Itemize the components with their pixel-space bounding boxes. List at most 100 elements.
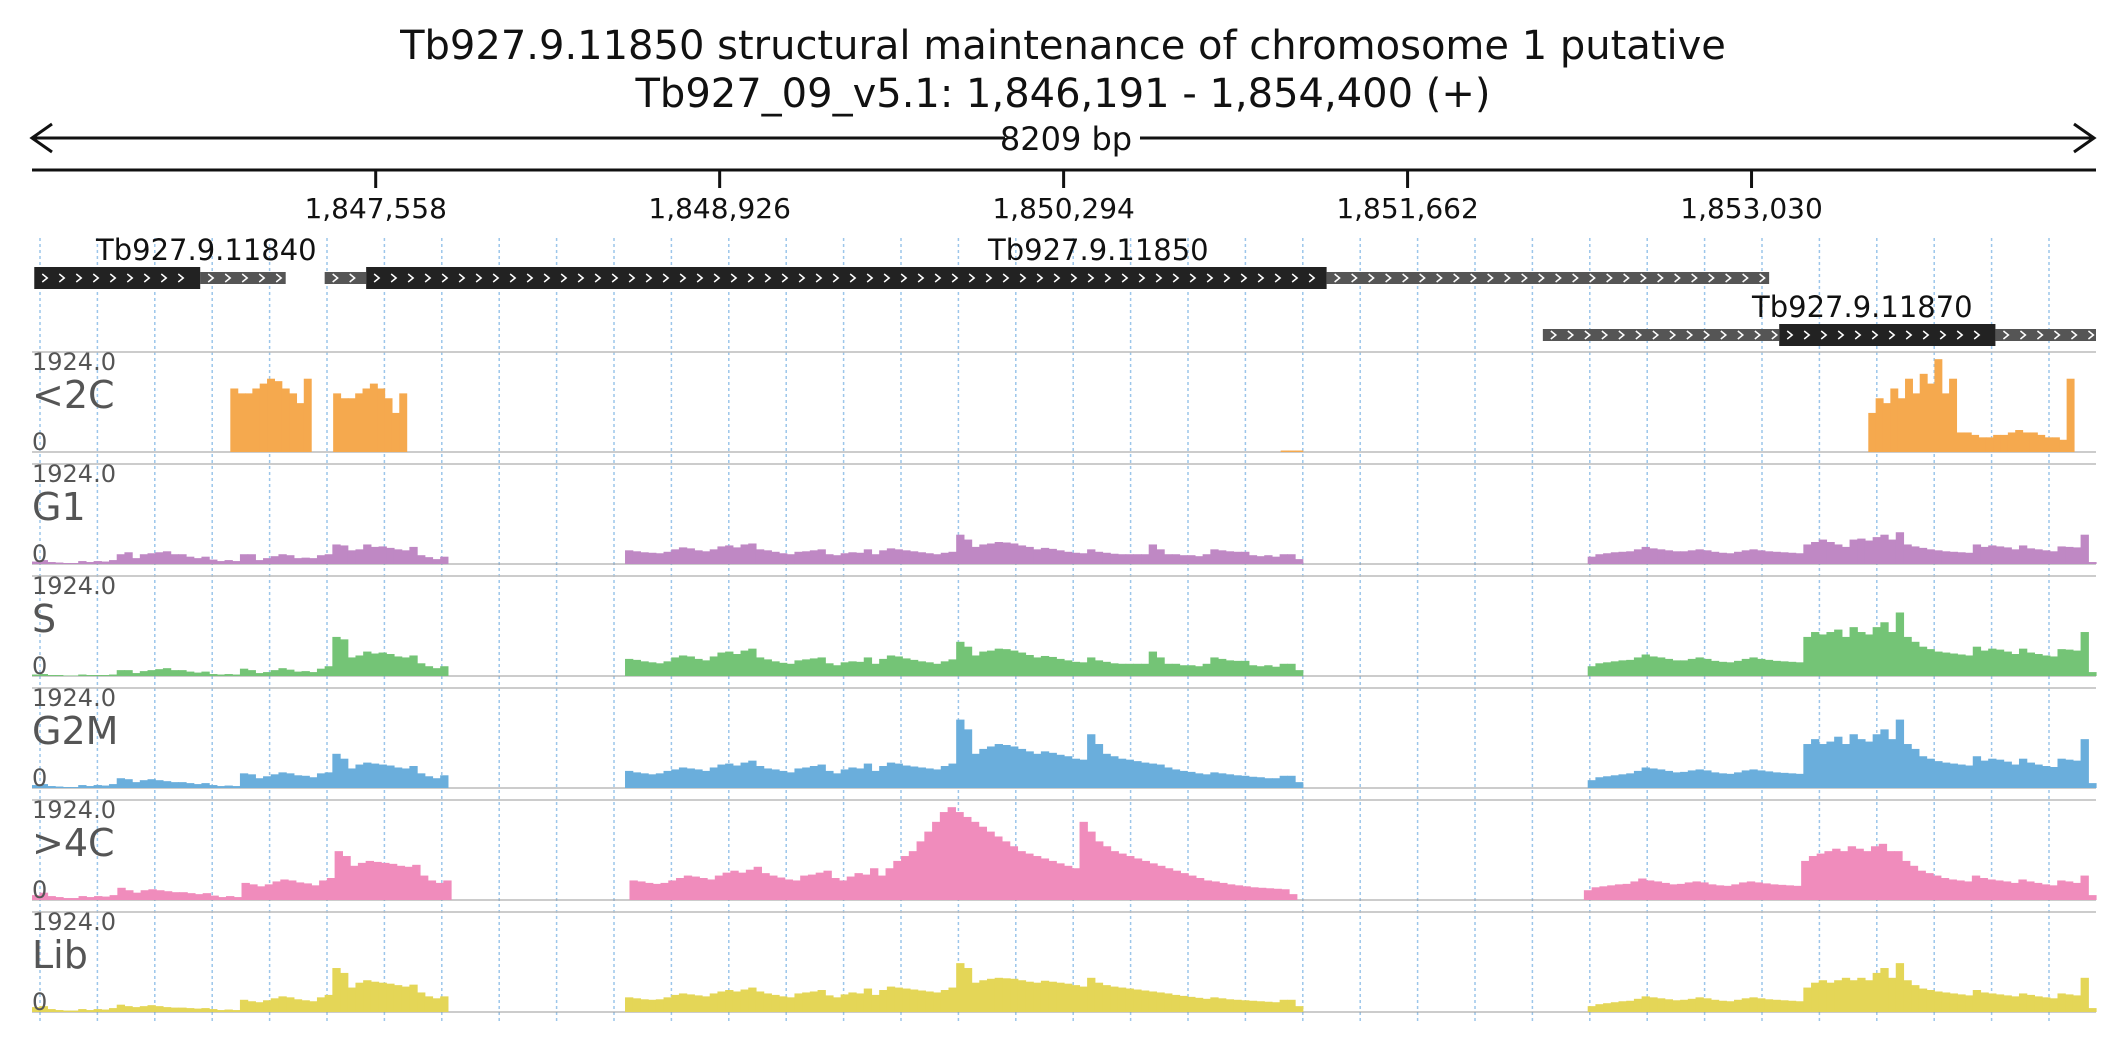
coverage-bar: [288, 880, 297, 900]
coverage-bar: [1218, 998, 1227, 1012]
coverage-bar: [201, 1008, 210, 1012]
coverage-bar: [2072, 995, 2082, 1012]
strand-arrow: [1257, 273, 1265, 283]
coverage-bar: [32, 1007, 41, 1012]
coverage-bar: [386, 983, 395, 1012]
coverage-bar: [1703, 658, 1712, 676]
coverage-bar: [940, 990, 950, 1012]
coverage-bar: [1064, 756, 1073, 788]
coverage-bar: [1909, 865, 1919, 900]
coverage-bar: [1816, 853, 1826, 900]
coverage-bar: [139, 780, 149, 788]
coverage-bar: [802, 992, 811, 1012]
coverage-bar: [301, 1000, 310, 1012]
coverage-bar: [1032, 856, 1042, 900]
coverage-bar: [186, 556, 195, 564]
coverage-bar: [1141, 860, 1150, 900]
coverage-bar: [1957, 552, 1966, 564]
strand-arrow: [2019, 330, 2027, 340]
coverage-bar: [1762, 883, 1771, 900]
coverage-bar: [1171, 663, 1181, 676]
coverage-bar: [1179, 555, 1188, 564]
strand-arrow: [1453, 273, 1460, 283]
coverage-bar: [994, 836, 1003, 900]
coverage-bar: [432, 998, 441, 1012]
coverage-bar: [1988, 545, 1997, 564]
coverage-bar: [1117, 663, 1127, 676]
coverage-bar: [807, 874, 817, 900]
coverage-bar: [155, 669, 164, 676]
coverage-bar: [1826, 982, 1835, 1012]
coverage-bar: [1040, 547, 1050, 564]
coverage-bar: [894, 763, 903, 788]
coverage-bar: [2018, 758, 2028, 788]
strand-arrow: [160, 273, 168, 283]
coverage-bar: [2080, 875, 2089, 900]
y-max-label: 1924.0: [32, 684, 116, 712]
coverage-bar: [55, 897, 64, 900]
coverage-bar: [1264, 778, 1273, 788]
gene-Tb927.9.11850[interactable]: Tb927.9.11850: [324, 233, 1770, 289]
coverage-bar: [378, 546, 387, 564]
gene-Tb927.9.11870[interactable]: Tb927.9.11870: [1542, 290, 2096, 346]
cds-block: [34, 267, 201, 289]
coverage-bar: [1676, 883, 1686, 900]
coverage-bar: [800, 875, 809, 900]
coverage-bar: [771, 994, 780, 1012]
coverage-bar: [1949, 763, 1958, 788]
coverage-bar: [1610, 775, 1620, 788]
coverage-bar: [668, 880, 677, 900]
strand-arrow: [1786, 330, 1794, 340]
coverage-bar: [132, 892, 142, 900]
coverage-bar: [1927, 383, 1936, 452]
track-<2C: 1924.0<2C 0: [32, 348, 2096, 456]
coverage-bar: [879, 766, 888, 788]
coverage-bar: [1880, 622, 1889, 676]
coverage-bar: [748, 648, 757, 676]
coverage-bar: [1630, 881, 1639, 900]
coverage-bar: [178, 670, 187, 676]
coverage-bar: [1672, 660, 1681, 676]
coverage-bar: [1210, 657, 1219, 676]
coverage-bar: [863, 988, 873, 1012]
coverage-bar: [1248, 555, 1258, 564]
coverage-bar: [848, 767, 857, 788]
coverage-bar: [186, 1008, 195, 1012]
coverage-bar: [1995, 649, 2005, 676]
coverage-bar: [1117, 554, 1127, 564]
coverage-bar: [178, 554, 187, 564]
coverage-bar: [63, 898, 72, 900]
coverage-bar: [1888, 739, 1897, 788]
coverage-bar: [717, 991, 726, 1012]
coverage-bar: [971, 546, 980, 564]
coverage-bar: [625, 770, 634, 788]
coverage-bar: [902, 550, 911, 564]
coverage-bar: [1211, 881, 1220, 900]
coverage-bar: [1179, 665, 1188, 676]
coverage-bar: [427, 880, 437, 900]
coverage-bar: [93, 561, 102, 564]
coverage-bar: [714, 875, 724, 900]
strand-arrow: [143, 273, 151, 283]
strand-arrow: [951, 273, 959, 283]
coverage-bar: [809, 550, 819, 564]
coverage-bar: [1965, 552, 1974, 564]
coverage-bar: [994, 744, 1003, 788]
coverage-bar: [1287, 554, 1296, 564]
coverage-bar: [676, 878, 685, 900]
coverage-bar: [660, 882, 669, 900]
strand-arrow: [1368, 273, 1375, 283]
coverage-bar: [267, 378, 275, 452]
strand-arrow: [1385, 273, 1392, 283]
strand-arrow: [349, 273, 356, 283]
coverage-bar: [663, 770, 672, 788]
coverage-bar: [245, 393, 253, 452]
gene-Tb927.9.11840[interactable]: Tb927.9.11840: [34, 233, 317, 289]
coverage-bar: [740, 762, 749, 788]
coverage-bar: [1664, 770, 1674, 788]
coverage-bar: [1734, 660, 1743, 676]
coverage-bar: [1587, 556, 1597, 564]
coverage-bar: [771, 769, 780, 788]
coverage-bar: [1587, 780, 1597, 788]
coverage-bar: [632, 998, 642, 1012]
